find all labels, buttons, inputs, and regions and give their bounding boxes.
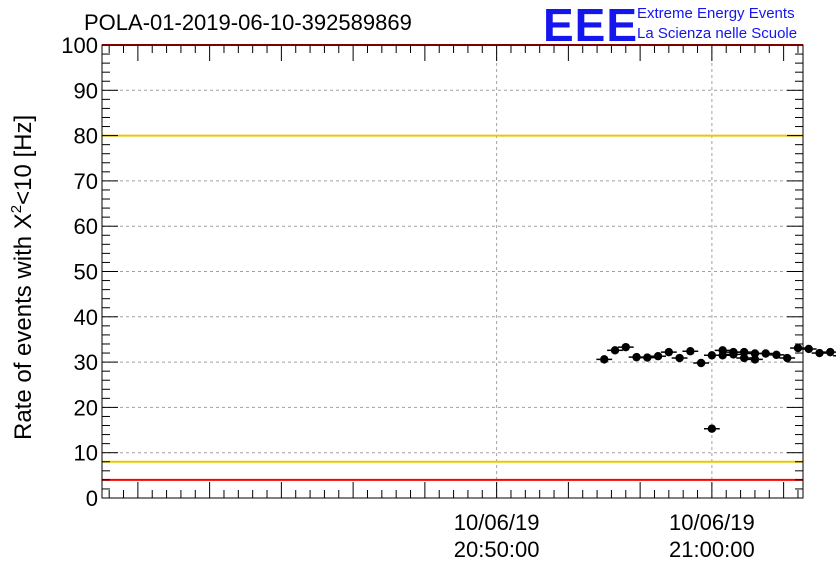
eee-logo: EEE Extreme Energy Events La Scienza nel… (543, 0, 833, 51)
data-point (714, 351, 731, 360)
data-marker (610, 346, 620, 355)
y-axis-label-main: Rate of events with X (10, 213, 37, 440)
data-point (736, 347, 753, 357)
logo-subtitle-line1: Extreme Energy Events (637, 5, 795, 22)
y-tick-label: 60 (74, 214, 98, 239)
data-points (596, 342, 836, 433)
y-tick-label: 20 (74, 395, 98, 420)
y-tick-label: 30 (74, 350, 98, 375)
data-marker (739, 347, 749, 357)
y-tick-label: 80 (74, 124, 98, 149)
y-tick-label: 90 (74, 78, 98, 103)
x-tick-time-label: 20:50:00 (454, 537, 540, 562)
data-point (790, 343, 806, 353)
y-tick-label: 10 (74, 441, 98, 466)
data-marker (750, 355, 760, 364)
y-tick-label: 50 (74, 260, 98, 285)
data-marker (707, 351, 717, 360)
y-tick-label: 100 (61, 33, 98, 58)
data-marker (707, 424, 717, 433)
y-axis-label-tail: <10 [Hz] (10, 115, 37, 205)
data-point (607, 346, 623, 355)
data-marker (696, 358, 706, 368)
data-point (617, 342, 634, 352)
data-marker (621, 342, 630, 352)
data-marker (643, 353, 652, 362)
data-marker (686, 347, 695, 356)
data-point (811, 348, 828, 358)
data-marker (739, 353, 749, 363)
data-point (650, 352, 666, 361)
y-tick-label: 40 (74, 305, 98, 330)
data-point (693, 358, 710, 368)
data-marker (718, 351, 727, 360)
data-marker (729, 350, 738, 359)
x-tick-time-label: 21:00:00 (669, 537, 755, 562)
x-tick-date-label: 10/06/19 (669, 510, 755, 535)
data-marker (653, 352, 663, 361)
axes: 010203040506070809010010/06/1920:50:0010… (61, 33, 804, 562)
data-point (800, 344, 817, 354)
data-point (768, 350, 785, 360)
data-marker (750, 349, 760, 358)
data-point (725, 350, 742, 359)
data-marker (815, 348, 824, 358)
data-marker (675, 353, 684, 363)
data-point (747, 355, 763, 364)
data-point (639, 353, 656, 362)
data-point (757, 349, 774, 358)
y-tick-label: 0 (86, 486, 98, 511)
data-marker (793, 343, 803, 353)
eee-logo-mark: EEE (543, 0, 639, 51)
data-marker (761, 349, 770, 358)
y-axis-label-superscript: 2 (8, 205, 25, 213)
data-point (779, 353, 796, 363)
data-marker (664, 347, 674, 357)
data-point (703, 424, 720, 433)
data-marker (826, 347, 835, 357)
data-point (660, 347, 677, 357)
data-marker (804, 344, 813, 354)
y-tick-label: 70 (74, 169, 98, 194)
x-tick-date-label: 10/06/19 (454, 510, 540, 535)
data-marker (632, 352, 641, 362)
data-point (736, 353, 753, 363)
threshold-lines (102, 44, 803, 481)
data-point (682, 347, 699, 356)
data-point (596, 355, 613, 364)
data-point (671, 353, 688, 363)
chart-title: POLA-01-2019-06-10-392589869 (84, 10, 412, 35)
data-marker (600, 355, 609, 364)
data-marker (783, 353, 792, 363)
grid-layer (102, 45, 803, 498)
data-marker (772, 350, 781, 360)
y-axis-label: Rate of events with X2<10 [Hz] (8, 115, 37, 440)
logo-subtitle-line2: La Scienza nelle Scuole (637, 25, 798, 42)
